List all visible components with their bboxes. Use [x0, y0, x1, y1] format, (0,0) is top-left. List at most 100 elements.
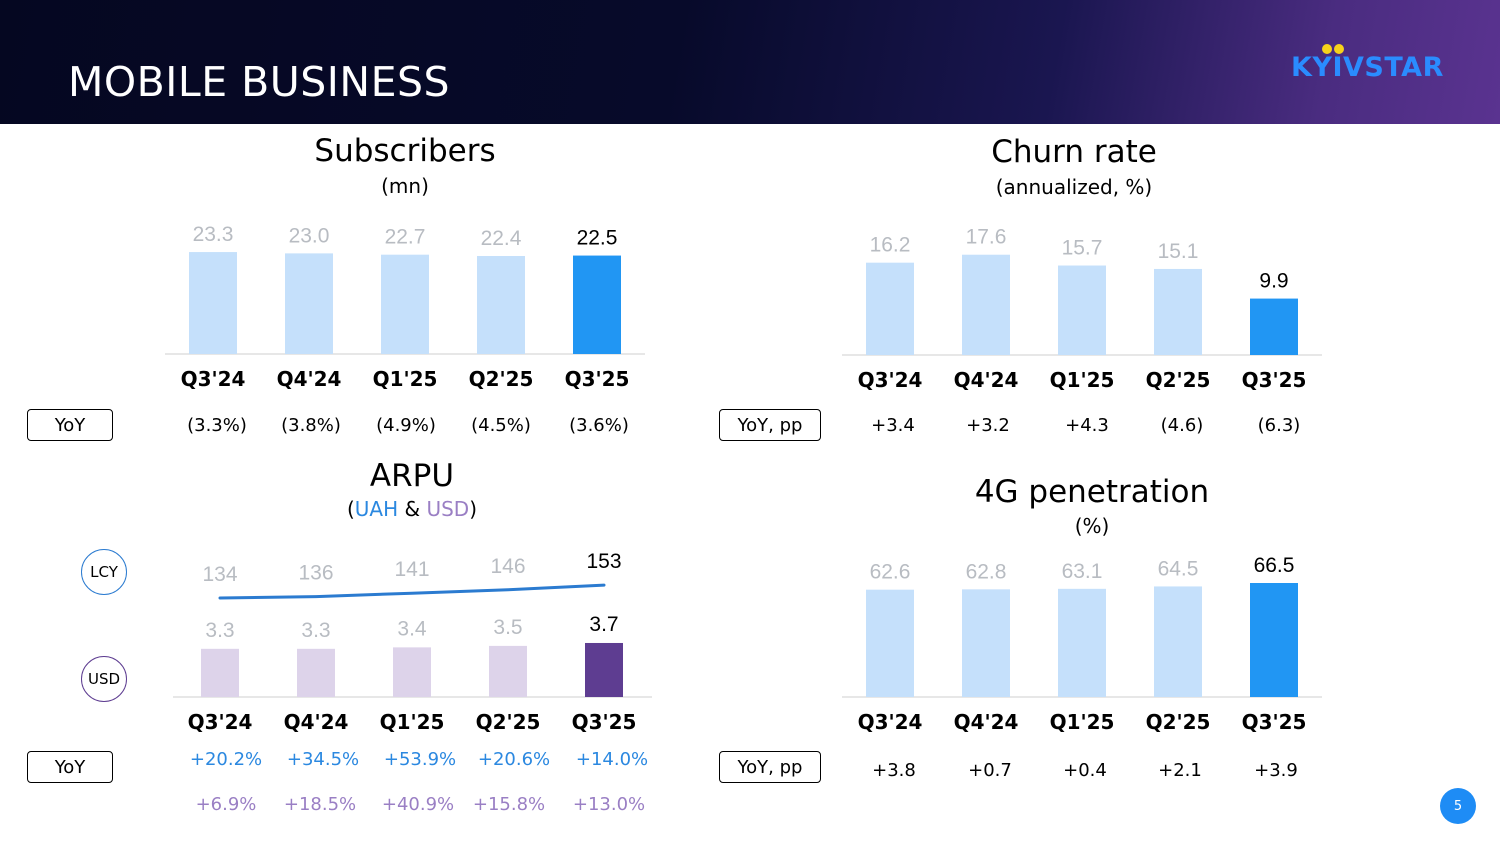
yoy-value: (3.3%) — [187, 415, 247, 436]
churn-yoy-row: +3.4 +3.2 +4.3 (4.6) (6.3) — [0, 415, 1400, 443]
data-label: 17.6 — [966, 226, 1007, 249]
category-label: Q3'25 — [565, 367, 630, 391]
penetration-title: 4G penetration — [974, 474, 1210, 510]
category-label: Q4'24 — [954, 368, 1019, 392]
lcy-data-label: 153 — [586, 550, 621, 573]
yoy-value: +15.8% — [472, 794, 546, 815]
yoy-value: +4.3 — [1065, 415, 1109, 436]
yoy-value: +2.1 — [1158, 760, 1202, 781]
category-label: Q2'25 — [476, 710, 541, 734]
penetration-yoy-label: YoY, pp — [719, 751, 821, 783]
usd-data-label: 3.4 — [397, 617, 427, 640]
bar — [1250, 583, 1298, 697]
bar — [962, 589, 1010, 697]
yoy-value: (3.8%) — [281, 415, 341, 436]
category-label: Q4'24 — [277, 367, 342, 391]
bar — [1058, 588, 1106, 697]
lcy-data-label: 141 — [394, 558, 429, 581]
yoy-value: (6.3) — [1257, 415, 1301, 436]
data-label: 22.5 — [577, 227, 618, 250]
arpu-subtitle-uah: UAH — [354, 497, 399, 521]
bar — [1250, 298, 1298, 355]
bar — [477, 256, 525, 354]
arpu-yoy-usd-row: +6.9% +18.5% +40.9% +15.8% +13.0% — [0, 794, 700, 822]
subscribers-subtitle: (mn) — [381, 174, 429, 198]
yoy-value: +53.9% — [383, 749, 457, 770]
data-label: 62.8 — [966, 560, 1007, 583]
yoy-value: +3.4 — [871, 415, 915, 436]
bar — [866, 589, 914, 697]
data-label: 22.4 — [481, 227, 522, 250]
usd-bar — [297, 648, 335, 697]
data-label: 16.2 — [870, 234, 911, 257]
category-label: Q1'25 — [1050, 368, 1115, 392]
data-label: 23.0 — [289, 224, 330, 247]
category-label: Q4'24 — [954, 710, 1019, 734]
data-label: 15.1 — [1158, 240, 1199, 263]
category-label: Q3'24 — [858, 368, 923, 392]
arpu-title: ARPU — [369, 458, 455, 494]
category-label: Q3'25 — [1242, 710, 1307, 734]
churn-chart: 16.2 Q3'24 17.6 Q4'24 15.7 Q1'25 15.1 Q2'25 9.9 Q… — [842, 226, 1322, 392]
subscribers-yoy-label: YoY — [27, 409, 113, 441]
yoy-value: +20.6% — [477, 749, 551, 770]
bar — [1154, 268, 1202, 355]
churn-yoy-label: YoY, pp — [719, 409, 821, 441]
arpu-yoy-label: YoY — [27, 751, 113, 783]
kyivstar-logo: KYIVSTAR — [1288, 44, 1443, 86]
subscribers-yoy-row: (3.3%) (3.8%) (4.9%) (4.5%) (3.6%) — [0, 415, 700, 443]
usd-data-label: 3.7 — [589, 613, 618, 636]
arpu-subtitle-close: ) — [469, 497, 478, 521]
arpu-subtitle-open: ( — [346, 497, 355, 521]
subscribers-title: Subscribers — [314, 133, 496, 169]
category-label: Q3'24 — [188, 710, 253, 734]
usd-bar — [585, 642, 623, 697]
header-band: MOBILE BUSINESS KYIVSTAR — [0, 0, 1500, 124]
lcy-data-label: 136 — [298, 562, 333, 585]
yoy-value: (4.9%) — [376, 415, 436, 436]
lcy-data-label: 134 — [202, 563, 237, 586]
yoy-value: +13.0% — [572, 794, 646, 815]
yoy-value: +40.9% — [381, 794, 455, 815]
logo-wordmark: KYIVSTAR — [1291, 52, 1444, 83]
usd-bar — [393, 647, 431, 697]
category-label: Q3'24 — [181, 367, 246, 391]
usd-bar — [489, 645, 527, 697]
category-label: Q2'25 — [1146, 710, 1211, 734]
usd-data-label: 3.3 — [205, 619, 234, 642]
bar — [1058, 265, 1106, 355]
page-title: MOBILE BUSINESS — [68, 58, 451, 106]
usd-bar — [201, 648, 239, 697]
category-label: Q3'24 — [858, 710, 923, 734]
category-label: Q2'25 — [469, 367, 534, 391]
usd-data-label: 3.5 — [493, 616, 522, 639]
category-label: Q4'24 — [284, 710, 349, 734]
yoy-value: +0.4 — [1063, 760, 1107, 781]
arpu-subtitle-usd: USD — [426, 497, 470, 521]
category-label: Q1'25 — [380, 710, 445, 734]
lcy-badge: LCY — [81, 549, 127, 595]
yoy-value: (3.6%) — [569, 415, 629, 436]
arpu-subtitle-amp: & — [398, 497, 427, 521]
data-label: 22.7 — [385, 226, 426, 249]
arpu-yoy-uah-row: +20.2% +34.5% +53.9% +20.6% +14.0% — [0, 749, 700, 777]
usd-badge: USD — [81, 656, 127, 702]
penetration-yoy-row: +3.8 +0.7 +0.4 +2.1 +3.9 — [0, 760, 1400, 788]
yoy-value: +20.2% — [189, 749, 263, 770]
yoy-value: +3.9 — [1254, 760, 1298, 781]
yoy-value: +3.8 — [872, 760, 916, 781]
yoy-value: +6.9% — [195, 794, 257, 815]
churn-title: Churn rate — [991, 134, 1157, 170]
category-label: Q1'25 — [1050, 710, 1115, 734]
data-label: 15.7 — [1062, 237, 1103, 260]
penetration-subtitle: (%) — [1074, 514, 1110, 538]
category-label: Q1'25 — [373, 367, 438, 391]
yoy-value: +3.2 — [966, 415, 1010, 436]
bar — [285, 253, 333, 354]
penetration-chart: 62.6 Q3'24 62.8 Q4'24 63.1 Q1'25 64.5 Q2'25 66.5… — [842, 554, 1322, 734]
yoy-value: +0.7 — [968, 760, 1012, 781]
bar — [381, 254, 429, 354]
data-label: 62.6 — [870, 561, 911, 584]
category-label: Q3'25 — [1242, 368, 1307, 392]
logo-dot-icon — [1322, 44, 1332, 54]
